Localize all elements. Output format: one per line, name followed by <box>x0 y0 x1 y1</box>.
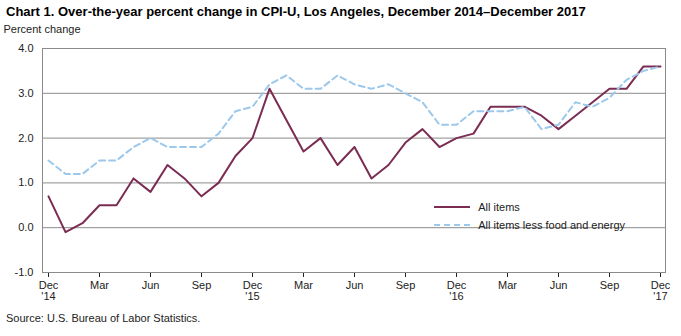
svg-text:Dec'17: Dec'17 <box>651 279 671 302</box>
svg-text:Sep: Sep <box>396 279 416 291</box>
svg-text:2.0: 2.0 <box>18 132 33 144</box>
svg-text:Jun: Jun <box>550 279 568 291</box>
svg-text:Sep: Sep <box>192 279 212 291</box>
svg-text:Dec'16: Dec'16 <box>447 279 467 302</box>
svg-text:1.0: 1.0 <box>18 176 33 188</box>
svg-text:Dec'15: Dec'15 <box>243 279 263 302</box>
svg-text:0.0: 0.0 <box>18 221 33 233</box>
html-text:Source: U.S. Bureau of Labor S: Source: U.S. Bureau of Labor Statistics. <box>6 312 201 324</box>
svg-text:Mar: Mar <box>498 279 517 291</box>
html-text:Chart 1. Over-the-year percent: Chart 1. Over-the-year percent change in… <box>6 4 586 19</box>
svg-text:Dec'14: Dec'14 <box>39 279 59 302</box>
svg-text:Jun: Jun <box>142 279 160 291</box>
svg-text:Mar: Mar <box>90 279 109 291</box>
svg-text:3.0: 3.0 <box>18 87 33 99</box>
svg-text:Percent change: Percent change <box>4 23 81 35</box>
html-text:All items: All items <box>478 201 520 213</box>
svg-text:Sep: Sep <box>600 279 620 291</box>
svg-text:4.0: 4.0 <box>18 42 33 54</box>
svg-text:-1.0: -1.0 <box>15 266 34 278</box>
html-text:All items less food and energy: All items less food and energy <box>478 219 625 231</box>
svg-text:Mar: Mar <box>294 279 313 291</box>
svg-text:Jun: Jun <box>346 279 364 291</box>
